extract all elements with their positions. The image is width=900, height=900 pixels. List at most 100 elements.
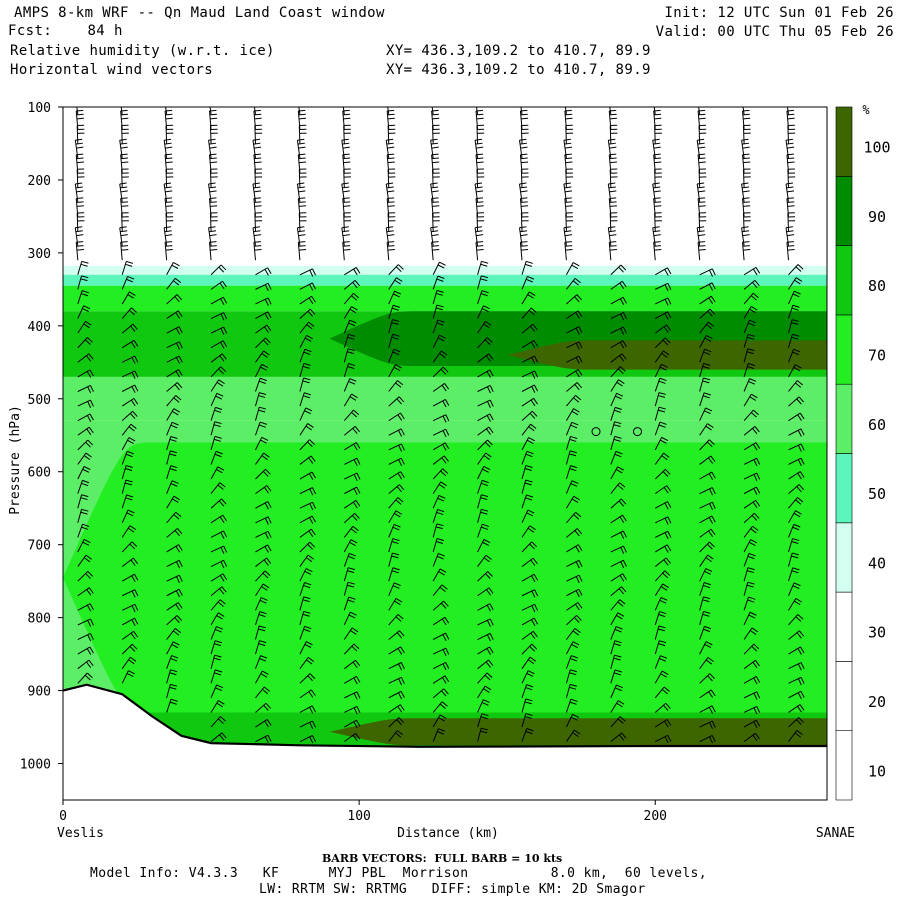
barb-staff bbox=[521, 479, 527, 494]
barb-feather bbox=[663, 704, 669, 711]
wind-barb bbox=[788, 348, 801, 363]
barb-feather bbox=[795, 266, 802, 272]
wind-barb bbox=[343, 333, 356, 348]
barb-feather bbox=[520, 113, 528, 116]
barb-feather bbox=[438, 553, 445, 557]
wind-barb bbox=[121, 643, 138, 655]
barb-staff bbox=[343, 526, 354, 538]
wind-barb bbox=[121, 307, 137, 319]
barb-feather bbox=[787, 117, 795, 120]
barb-staff bbox=[166, 628, 176, 640]
wind-barb bbox=[432, 414, 450, 423]
barb-feather bbox=[751, 645, 758, 652]
barb-feather bbox=[81, 482, 89, 487]
barb-staff bbox=[210, 732, 223, 743]
barb-staff bbox=[521, 573, 535, 582]
barb-feather bbox=[75, 138, 83, 141]
barb-feather bbox=[307, 310, 314, 317]
barb-feather bbox=[569, 450, 577, 454]
wind-barb bbox=[699, 501, 716, 511]
barb-feather bbox=[475, 197, 484, 199]
barb-staff bbox=[121, 423, 132, 436]
wind-barb bbox=[698, 124, 707, 144]
barb-feather bbox=[347, 336, 355, 340]
barb-staff bbox=[788, 646, 801, 655]
barb-feather bbox=[164, 186, 172, 189]
barb-staff bbox=[432, 523, 438, 538]
barb-staff bbox=[299, 541, 311, 553]
barb-feather bbox=[209, 99, 216, 100]
barb-feather bbox=[570, 424, 578, 429]
wind-barb bbox=[743, 596, 756, 611]
wind-barb bbox=[299, 596, 311, 611]
barb-feather bbox=[400, 691, 405, 698]
barb-feather bbox=[356, 706, 361, 713]
barb-feather bbox=[353, 677, 358, 685]
barb-feather bbox=[342, 153, 350, 156]
wind-barb bbox=[166, 465, 178, 480]
barb-feather bbox=[80, 278, 88, 282]
barb-staff bbox=[254, 392, 260, 407]
barb-feather bbox=[480, 730, 488, 734]
barb-feather bbox=[84, 339, 91, 345]
wind-barb bbox=[122, 370, 139, 379]
barb-staff bbox=[788, 582, 795, 596]
wind-barb bbox=[610, 353, 627, 363]
barb-feather bbox=[131, 590, 136, 598]
barb-feather bbox=[711, 268, 716, 276]
wind-barb bbox=[699, 568, 713, 582]
barb-feather bbox=[264, 720, 269, 728]
barb-feather bbox=[174, 296, 180, 303]
barb-feather bbox=[177, 528, 183, 535]
wind-barb bbox=[166, 480, 179, 494]
barb-feather bbox=[431, 153, 439, 156]
barb-staff bbox=[788, 349, 795, 363]
barb-feather bbox=[209, 230, 217, 233]
barb-feather bbox=[797, 497, 804, 503]
barb-feather bbox=[431, 146, 439, 149]
barb-feather bbox=[481, 260, 489, 264]
barb-feather bbox=[486, 672, 493, 679]
barb-feather bbox=[356, 457, 361, 465]
barb-staff bbox=[565, 714, 573, 728]
barb-staff bbox=[121, 384, 135, 392]
barb-staff bbox=[299, 596, 305, 611]
barb-feather bbox=[215, 669, 223, 673]
barb-feather bbox=[310, 455, 316, 462]
barb-feather bbox=[481, 275, 489, 279]
barb-staff bbox=[210, 296, 224, 305]
barb-staff bbox=[521, 656, 531, 669]
barb-feather bbox=[312, 268, 316, 276]
barb-feather bbox=[437, 508, 445, 513]
barb-feather bbox=[489, 413, 494, 421]
wind-barb bbox=[166, 310, 183, 319]
barb-feather bbox=[482, 468, 489, 473]
barb-feather bbox=[564, 142, 572, 145]
barb-staff bbox=[788, 334, 793, 348]
barb-feather bbox=[698, 103, 705, 104]
wind-barb bbox=[741, 138, 750, 159]
barb-staff bbox=[743, 266, 757, 276]
barb-feather bbox=[658, 380, 666, 384]
wind-barb bbox=[210, 264, 227, 276]
wind-barb bbox=[699, 471, 716, 480]
barb-staff bbox=[75, 242, 79, 261]
wind-barb bbox=[521, 260, 533, 275]
barb-feather bbox=[797, 706, 802, 713]
barb-feather bbox=[353, 459, 358, 467]
barb-feather bbox=[304, 625, 312, 630]
barb-feather bbox=[265, 702, 271, 709]
barb-staff bbox=[432, 428, 446, 436]
barb-feather bbox=[530, 307, 537, 313]
field-label-wind: Horizontal wind vectors bbox=[10, 62, 214, 78]
barb-staff bbox=[566, 588, 580, 597]
wind-barb bbox=[255, 530, 272, 540]
barb-staff bbox=[699, 282, 713, 290]
wind-barb bbox=[610, 450, 623, 465]
wind-barb bbox=[654, 337, 671, 349]
barb-feather bbox=[254, 245, 262, 247]
barb-staff bbox=[565, 125, 567, 144]
barb-staff bbox=[210, 451, 217, 465]
barb-feather bbox=[298, 249, 307, 251]
wind-barb bbox=[654, 421, 667, 436]
